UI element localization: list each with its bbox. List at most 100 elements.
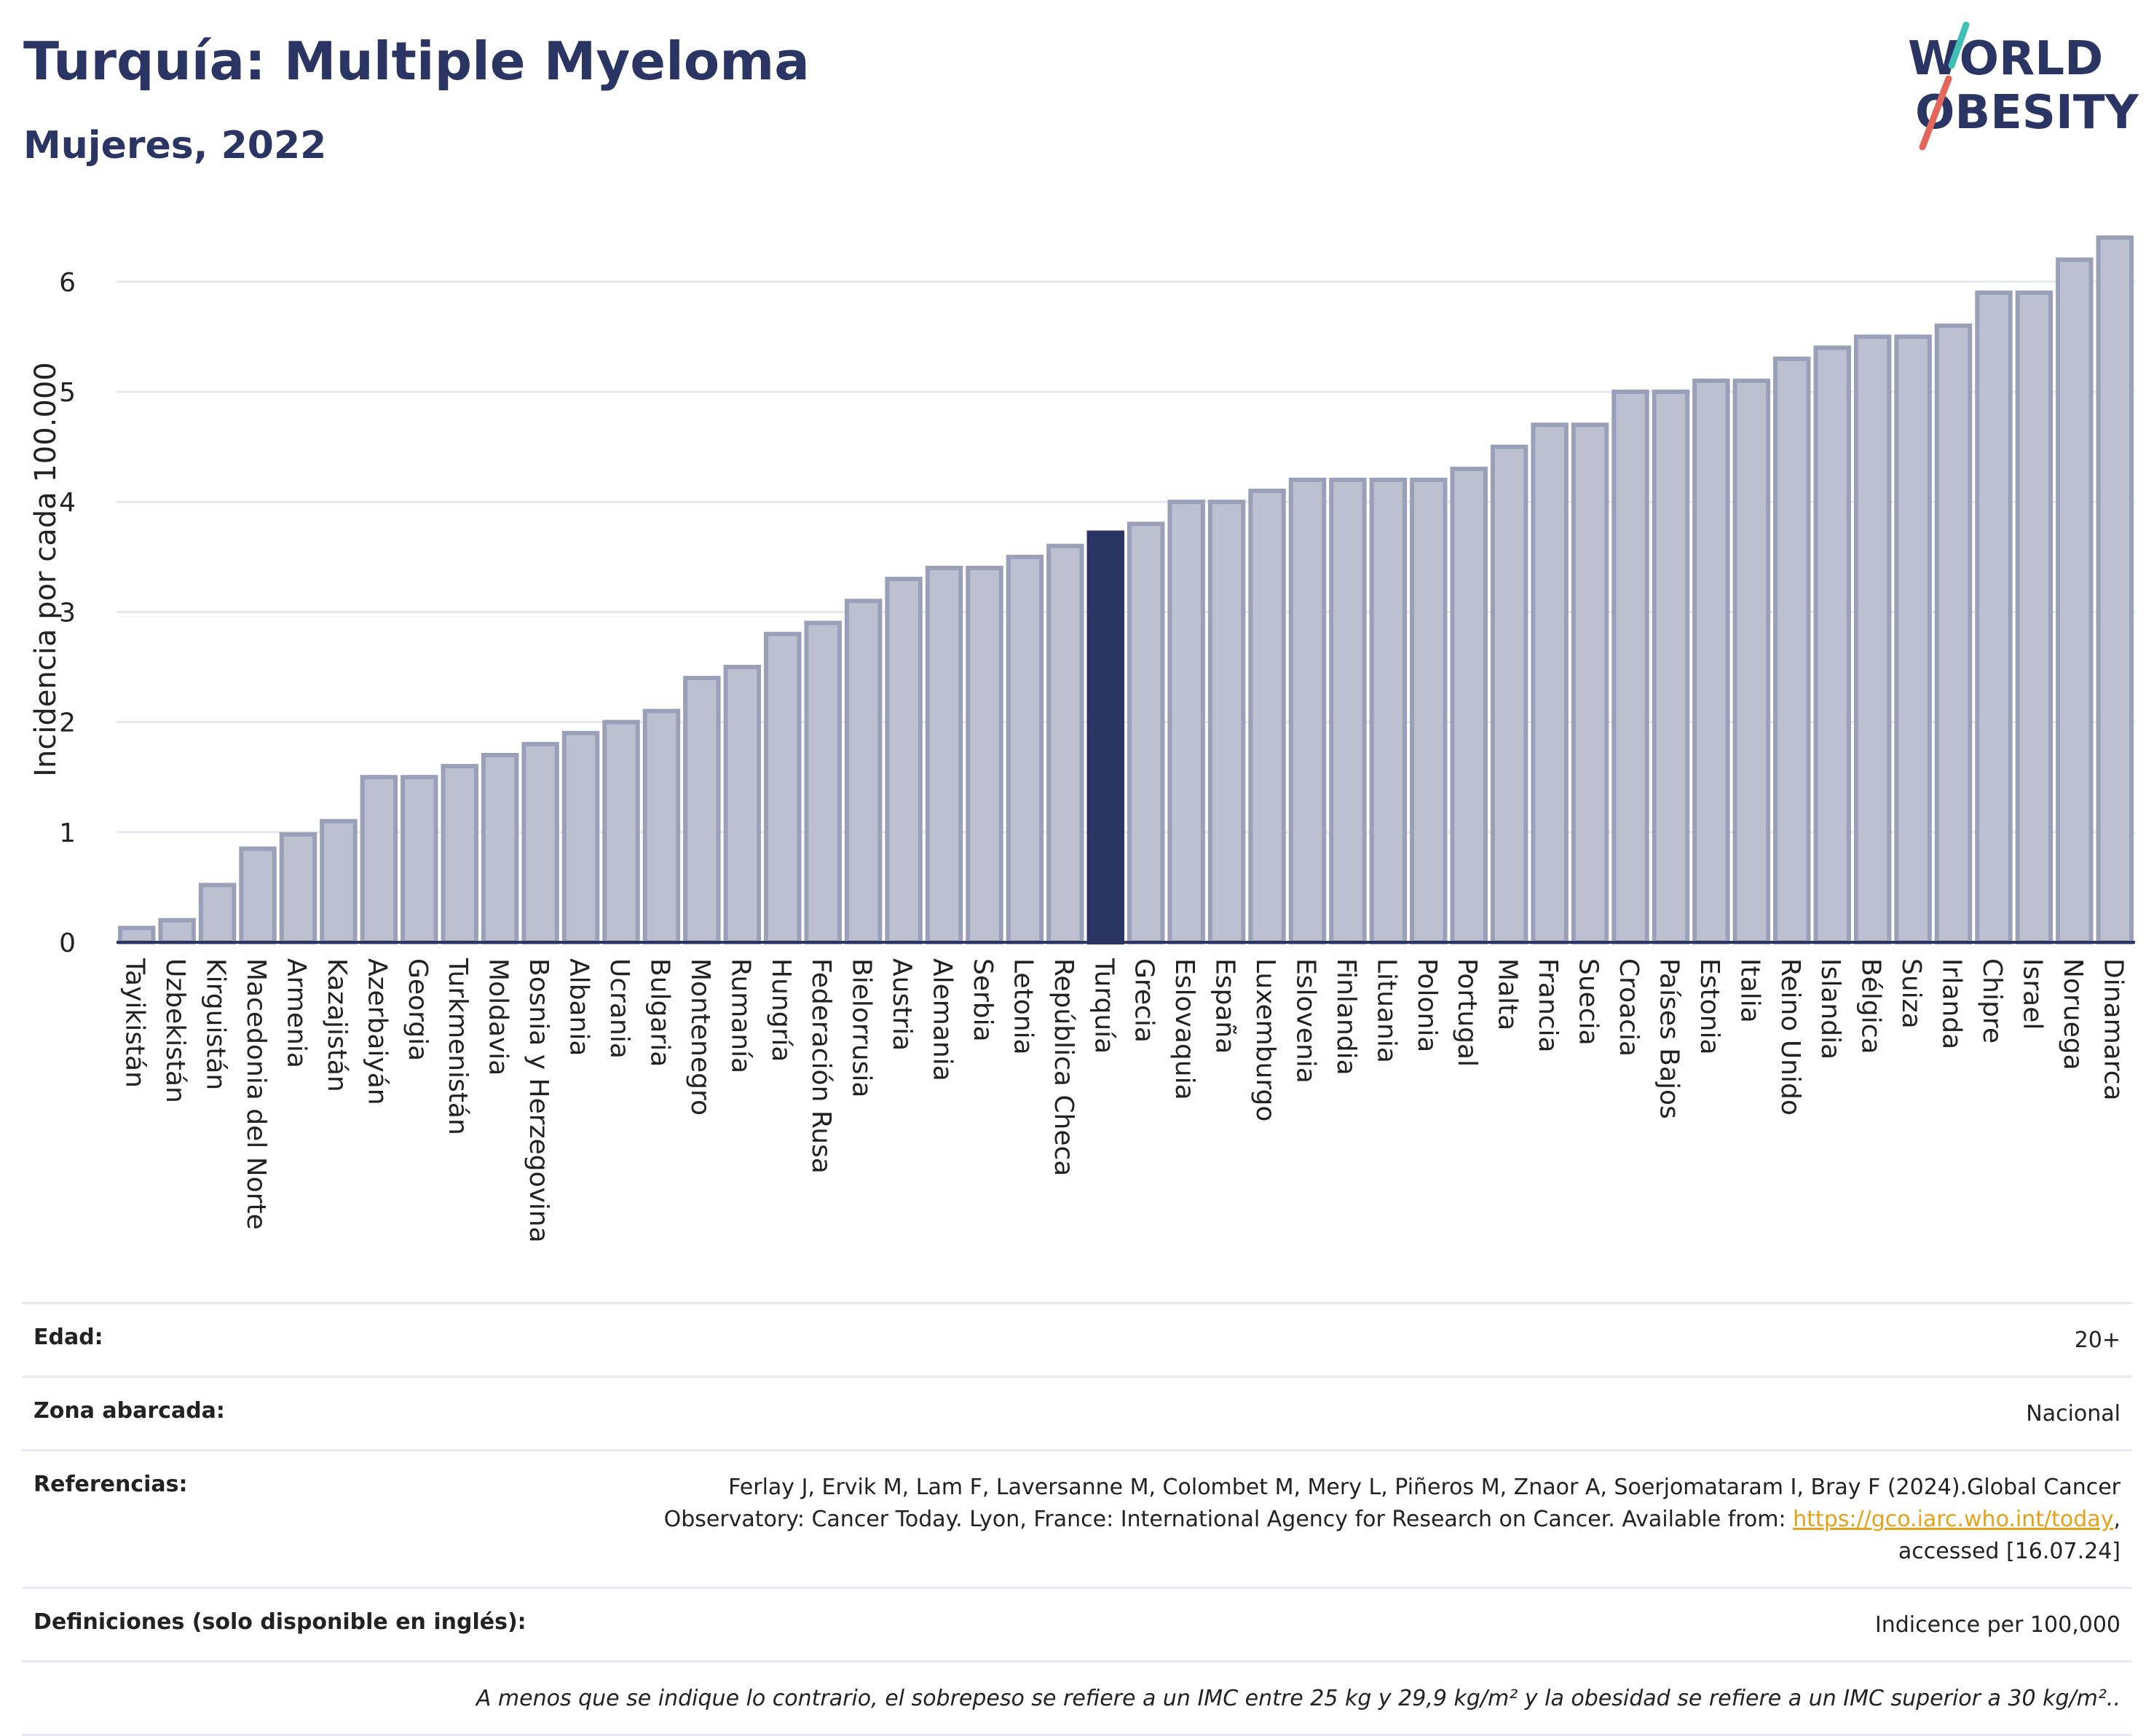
x-tick-label: Macedonia del Norte xyxy=(241,958,271,1230)
world-obesity-logo: WORLD OBESITY xyxy=(1908,22,2139,151)
x-tick-label: Serbia xyxy=(968,958,998,1042)
bar-bulgaria xyxy=(642,709,681,944)
ref-text-3: , xyxy=(2113,1507,2121,1532)
x-tick-label: Estonia xyxy=(1695,958,1724,1055)
logo-slash-teal xyxy=(1948,22,1970,69)
x-tick-label: Austria xyxy=(887,958,917,1051)
age-label: Edad: xyxy=(33,1325,103,1350)
x-tick-label: Alemania xyxy=(928,958,958,1081)
bar-estonia xyxy=(1692,378,1730,944)
bar-malta xyxy=(1490,444,1528,944)
x-tick-label: República Checa xyxy=(1049,958,1078,1176)
bar-polonia xyxy=(1410,477,1448,944)
x-tick-label: Países Bajos xyxy=(1654,958,1684,1119)
x-tick-label: Polonia xyxy=(1412,958,1442,1052)
bar-letonia xyxy=(1006,554,1044,944)
bar-federación-rusa xyxy=(804,620,842,945)
ref-text-2: Observatory: Cancer Today. Lyon, France:… xyxy=(663,1507,1794,1532)
x-tick-label: Rumanía xyxy=(725,958,755,1073)
bar-serbia xyxy=(966,565,1003,944)
x-tick-label: Bosnia y Herzegovina xyxy=(524,958,553,1243)
x-tick-label: Suiza xyxy=(1896,958,1926,1029)
logo-slash-red xyxy=(1919,75,1952,151)
x-tick-label: Chipre xyxy=(1977,958,2007,1043)
page-subtitle: Mujeres, 2022 xyxy=(23,124,327,167)
x-tick-label: Reino Unido xyxy=(1775,958,1805,1116)
bar-portugal xyxy=(1450,466,1488,944)
definitions-value: Indicence per 100,000 xyxy=(1874,1612,2121,1638)
area-label: Zona abarcada: xyxy=(33,1398,225,1424)
bar-rumanía xyxy=(723,665,762,944)
x-tick-label: Portugal xyxy=(1452,958,1482,1067)
x-tick-label: Finlandia xyxy=(1331,958,1361,1076)
bar-bélgica xyxy=(1853,334,1892,944)
meta-row-definitions: Definiciones (solo disponible en inglés)… xyxy=(22,1587,2132,1660)
bar-tayikistán xyxy=(117,926,156,944)
bar-montenegro xyxy=(683,676,721,944)
bar-república-checa xyxy=(1046,543,1084,944)
bar-finlandia xyxy=(1329,477,1367,944)
meta-row-note: A menos que se indique lo contrario, el … xyxy=(22,1660,2132,1736)
x-tick-label: Turkmenistán xyxy=(443,958,473,1135)
x-tick-label: Bulgaria xyxy=(644,958,674,1067)
x-tick-label: Lituania xyxy=(1371,958,1401,1063)
ref-text-4: accessed [16.07.24] xyxy=(1898,1539,2121,1564)
x-tick-label: Israel xyxy=(2017,958,2047,1030)
bar-irlanda xyxy=(1934,323,1973,944)
bar-italia xyxy=(1732,378,1771,944)
references-label: Referencias: xyxy=(33,1472,188,1497)
x-labels: Tayikistán Uzbekistán Kirguistán Macedonia … xyxy=(120,958,2129,1243)
x-tick-label: Francia xyxy=(1533,958,1563,1053)
x-tick-label: Malta xyxy=(1493,958,1523,1030)
x-tick-label: Federación Rusa xyxy=(806,958,836,1174)
y-tick-label: 1 xyxy=(59,818,76,848)
bar-grecia xyxy=(1127,521,1165,944)
bar-turkmenistán xyxy=(441,764,478,944)
bar-georgia xyxy=(401,775,438,944)
footnote: A menos que se indique lo contrario, el … xyxy=(476,1686,2121,1711)
x-tick-label: Bélgica xyxy=(1856,958,1886,1054)
x-tick-label: Armenia xyxy=(281,958,311,1068)
bar-alemania xyxy=(925,565,963,944)
definitions-label: Definiciones (solo disponible en inglés)… xyxy=(33,1609,526,1635)
y-axis-label: Incidencia por cada 100.000 xyxy=(29,362,63,777)
bar-kazajistán xyxy=(320,818,358,945)
bar-islandia xyxy=(1813,345,1851,944)
x-tick-label: Ucrania xyxy=(604,958,634,1059)
bar-lituania xyxy=(1369,477,1408,944)
bar-bielorrusia xyxy=(844,599,883,945)
bar-reino-unido xyxy=(1773,356,1811,944)
bar-suecia xyxy=(1571,422,1609,944)
x-tick-label: Irlanda xyxy=(1937,958,1967,1049)
bar-azerbaiyán xyxy=(360,775,398,944)
age-value: 20+ xyxy=(2074,1327,2121,1353)
area-value: Nacional xyxy=(2026,1401,2121,1427)
x-tick-label: Hungría xyxy=(766,958,796,1062)
ref-text-1: Ferlay J, Ervik M, Lam F, Laversanne M, … xyxy=(728,1475,2121,1500)
reference-link[interactable]: https://gco.iarc.who.int/today xyxy=(1793,1507,2114,1532)
bar-bosnia-y-herzegovina xyxy=(521,741,559,945)
x-tick-label: Letonia xyxy=(1008,958,1038,1055)
y-tick-label: 0 xyxy=(59,928,76,958)
y-tick-label: 6 xyxy=(59,268,76,298)
bar-moldavia xyxy=(481,752,519,944)
x-tick-label: España xyxy=(1210,958,1240,1054)
y-tick-label: 4 xyxy=(59,488,76,518)
bar-hungría xyxy=(764,631,802,944)
x-tick-label: Kazajistán xyxy=(322,958,352,1092)
x-tick-label: Georgia xyxy=(403,958,433,1061)
bar-kirguistán xyxy=(198,883,237,944)
bar-israel xyxy=(2015,290,2054,945)
y-ticks: 0 1 2 3 4 5 6 xyxy=(59,268,76,958)
meta-row-area: Zona abarcada: Nacional xyxy=(22,1376,2132,1449)
x-tick-label: Dinamarca xyxy=(2098,958,2128,1101)
x-tick-label: Eslovenia xyxy=(1290,958,1320,1084)
x-tick-label: Eslovaquia xyxy=(1169,958,1199,1100)
bar-francia xyxy=(1531,422,1569,944)
bar-armenia xyxy=(279,832,317,944)
x-tick-label: Luxemburgo xyxy=(1250,958,1280,1121)
bar-croacia xyxy=(1611,390,1649,944)
bar-luxemburgo xyxy=(1248,489,1286,944)
bar-macedonia-del-norte xyxy=(239,846,277,944)
x-tick-label: Noruega xyxy=(2058,958,2088,1070)
